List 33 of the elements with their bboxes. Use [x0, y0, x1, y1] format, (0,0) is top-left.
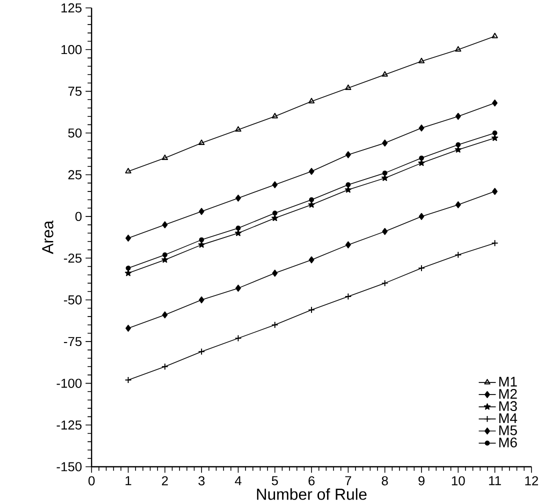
- x-tick-label: 2: [162, 476, 168, 486]
- x-tick-label: 3: [198, 476, 205, 486]
- x-tick-label: 10: [452, 476, 465, 486]
- x-tick-label: 8: [382, 476, 388, 486]
- legend-label: M1: [499, 376, 517, 386]
- x-tick-label: 4: [234, 476, 242, 486]
- x-tick-label: 12: [525, 476, 538, 486]
- y-tick-label: -100: [56, 378, 82, 388]
- legend-label: M4: [499, 413, 518, 423]
- legend-label: M6: [499, 437, 517, 448]
- y-tick-label: -50: [64, 295, 82, 304]
- y-tick-label: -125: [56, 420, 82, 430]
- y-tick-label: 100: [61, 44, 82, 54]
- y-tick-label: -150: [56, 462, 82, 472]
- y-axis-title: Area: [42, 220, 54, 254]
- y-tick-label: 25: [68, 170, 82, 180]
- legend-label: M5: [499, 425, 517, 436]
- y-tick-label: -75: [64, 336, 82, 346]
- x-tick-label: 7: [345, 476, 352, 486]
- legend-label: M3: [499, 401, 517, 411]
- x-axis-title: Number of Rule: [257, 488, 367, 500]
- x-tick-label: 1: [126, 476, 132, 486]
- y-tick-label: 50: [68, 128, 82, 138]
- x-tick-label: 5: [272, 476, 278, 486]
- y-tick-label: 75: [68, 86, 82, 96]
- y-tick-label: -25: [64, 253, 82, 263]
- x-tick-label: 6: [308, 476, 315, 486]
- x-tick-label: 0: [88, 476, 95, 486]
- legend-label: M2: [499, 388, 517, 399]
- x-tick-label: 11: [489, 476, 501, 486]
- y-tick-label: 125: [61, 3, 82, 12]
- y-tick-label: 0: [75, 212, 82, 221]
- x-tick-label: 9: [418, 476, 424, 486]
